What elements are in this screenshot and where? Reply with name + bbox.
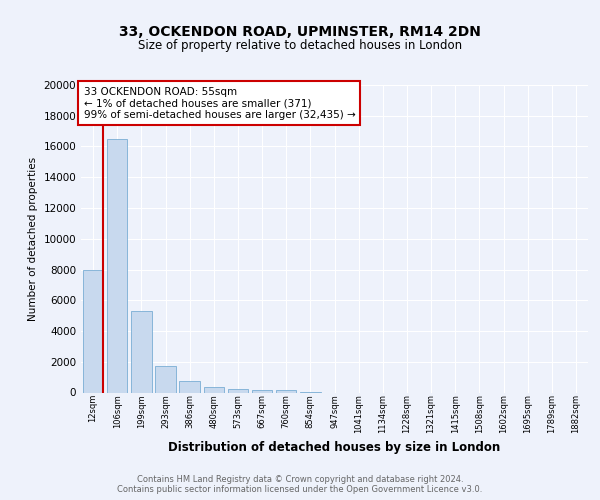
Text: Contains HM Land Registry data © Crown copyright and database right 2024.: Contains HM Land Registry data © Crown c…	[137, 474, 463, 484]
Text: 33 OCKENDON ROAD: 55sqm
← 1% of detached houses are smaller (371)
99% of semi-de: 33 OCKENDON ROAD: 55sqm ← 1% of detached…	[83, 86, 355, 120]
Text: 33, OCKENDON ROAD, UPMINSTER, RM14 2DN: 33, OCKENDON ROAD, UPMINSTER, RM14 2DN	[119, 26, 481, 40]
Bar	[227, 390, 248, 392]
Bar	[179, 381, 200, 392]
Text: Size of property relative to detached houses in London: Size of property relative to detached ho…	[138, 40, 462, 52]
Bar	[155, 366, 176, 392]
Bar	[252, 390, 272, 392]
Bar	[107, 139, 127, 392]
Bar	[131, 311, 152, 392]
Bar	[203, 388, 224, 392]
Bar	[83, 270, 103, 392]
X-axis label: Distribution of detached houses by size in London: Distribution of detached houses by size …	[169, 442, 500, 454]
Y-axis label: Number of detached properties: Number of detached properties	[28, 156, 38, 321]
Bar	[276, 390, 296, 392]
Text: Contains public sector information licensed under the Open Government Licence v3: Contains public sector information licen…	[118, 486, 482, 494]
